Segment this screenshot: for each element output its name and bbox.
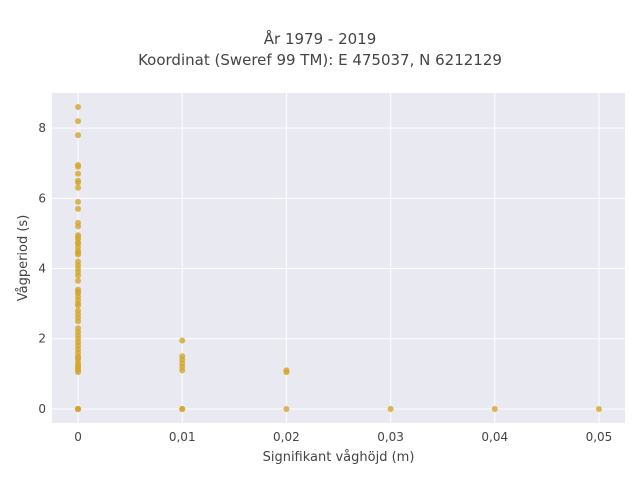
y-tick-label: 4	[38, 262, 46, 276]
y-axis-title: Vågperiod (s)	[16, 215, 31, 302]
data-point	[283, 405, 290, 412]
data-point	[75, 369, 82, 376]
data-point	[75, 405, 82, 412]
data-point	[75, 104, 82, 111]
x-tick-label: 0,01	[169, 430, 196, 444]
x-tick-label: 0,05	[586, 430, 613, 444]
data-point	[75, 302, 82, 309]
data-point	[179, 405, 186, 412]
data-point	[491, 405, 498, 412]
data-point	[75, 198, 82, 205]
data-point	[75, 223, 82, 230]
x-tick-label: 0	[74, 430, 82, 444]
data-point	[75, 318, 82, 325]
data-point	[75, 170, 82, 177]
data-point	[75, 184, 82, 191]
chart-title: År 1979 - 2019	[263, 30, 377, 48]
data-point	[595, 405, 602, 412]
data-point	[75, 205, 82, 212]
data-point	[387, 405, 394, 412]
data-point	[179, 337, 186, 344]
x-axis-ticks: 0 0,01 0,02 0,03 0,04 0,05	[74, 430, 612, 444]
x-axis-title: Signifikant våghöjd (m)	[263, 450, 415, 465]
data-point	[75, 277, 82, 284]
data-point	[75, 118, 82, 125]
y-tick-label: 8	[38, 121, 46, 135]
y-tick-label: 2	[38, 332, 46, 346]
data-point	[75, 132, 82, 139]
chart-subtitle: Koordinat (Sweref 99 TM): E 475037, N 62…	[138, 51, 502, 69]
plot-area	[52, 93, 625, 423]
y-tick-label: 0	[38, 402, 46, 416]
data-points	[75, 104, 602, 412]
y-tick-label: 6	[38, 191, 46, 205]
data-point	[75, 251, 82, 258]
x-tick-label: 0,02	[273, 430, 300, 444]
data-point	[75, 272, 82, 279]
x-tick-label: 0,03	[377, 430, 404, 444]
data-point	[179, 367, 186, 374]
data-point	[283, 369, 290, 376]
data-point	[75, 163, 82, 170]
y-axis-ticks: 0 2 4 6 8	[38, 121, 46, 416]
x-tick-label: 0,04	[481, 430, 508, 444]
data-point	[75, 179, 82, 186]
